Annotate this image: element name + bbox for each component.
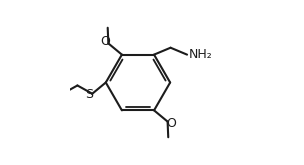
- Text: NH₂: NH₂: [189, 48, 212, 61]
- Text: O: O: [166, 117, 176, 130]
- Text: O: O: [100, 35, 110, 48]
- Text: S: S: [85, 88, 93, 100]
